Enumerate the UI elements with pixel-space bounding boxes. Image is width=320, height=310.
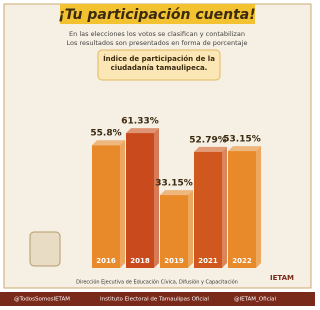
chart-title: Índice de participación de la ciudadanía… xyxy=(100,51,218,73)
social-handle: @TodosSomosIETAM xyxy=(14,297,70,303)
social-handle: Instituto Electoral de Tamaulipas Oficia… xyxy=(100,297,209,303)
credit: Dirección Ejecutiva de Educación Cívica,… xyxy=(76,279,238,286)
bar-top xyxy=(160,190,193,195)
bar-top xyxy=(92,140,125,145)
bar-side xyxy=(188,190,193,268)
bar-top xyxy=(194,147,227,152)
value-label: 52.79% xyxy=(189,135,227,145)
bar xyxy=(228,151,256,268)
bar-side xyxy=(256,146,261,268)
social-handle: @IETAM_Oficial xyxy=(234,297,277,303)
category-label: 2018 xyxy=(130,257,150,265)
bar-top xyxy=(126,128,159,133)
bar xyxy=(126,133,154,268)
value-label: 33.15% xyxy=(155,179,193,189)
infographic: ¡Tu participación cuenta! En las eleccio… xyxy=(0,0,315,306)
subtitle: En las elecciones los votos se clasifica… xyxy=(69,30,245,38)
logo: IETAM xyxy=(270,274,294,282)
category-label: 2016 xyxy=(96,257,116,265)
bar-side xyxy=(222,147,227,268)
category-label: 2019 xyxy=(164,257,184,265)
emblem xyxy=(30,232,60,266)
value-label: 55.8% xyxy=(90,129,121,139)
bar-side xyxy=(120,140,125,268)
value-label: 61.33% xyxy=(121,117,159,127)
title: ¡Tu participación cuenta! xyxy=(58,7,255,23)
value-label: 53.15% xyxy=(223,135,261,145)
bar-side xyxy=(154,128,159,268)
bar-top xyxy=(228,146,261,151)
category-label: 2021 xyxy=(198,257,218,265)
subtitle: Los resultados son presentados en forma … xyxy=(67,39,248,47)
category-label: 2022 xyxy=(232,257,252,265)
chart-title-wrap: Índice de participación de la ciudadanía… xyxy=(100,51,218,79)
bar xyxy=(194,152,222,268)
bar xyxy=(92,145,120,268)
